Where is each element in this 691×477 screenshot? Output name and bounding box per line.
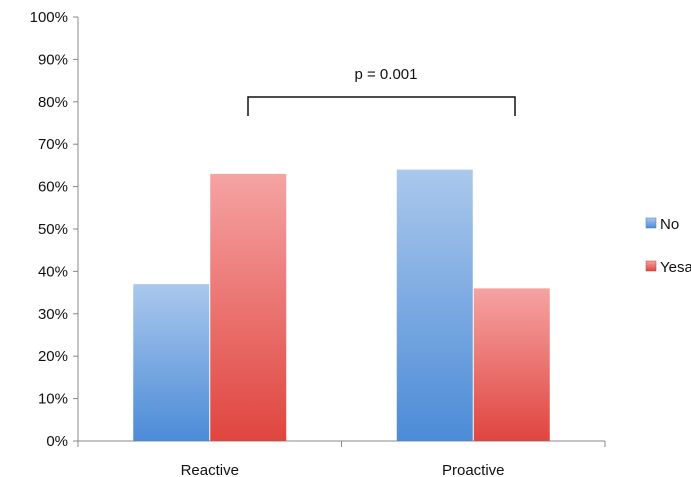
y-axis: 0% 10% 20% 30% 40% 50% 60% 70% 80% 90% 100% — [30, 9, 79, 450]
bar-reactive-no — [133, 284, 210, 441]
y-tick-label: 0% — [46, 433, 68, 450]
legend: No Yesa — [645, 216, 691, 276]
x-axis — [77, 440, 606, 447]
significance-bracket: p = 0.001 — [247, 66, 516, 116]
y-tick-label: 90% — [38, 51, 68, 68]
y-tick-label: 80% — [38, 94, 68, 111]
legend-swatch-yes — [645, 260, 657, 272]
y-tick-label: 60% — [38, 179, 68, 196]
x-category-label: Reactive — [181, 462, 239, 477]
y-tick-label: 10% — [38, 391, 68, 408]
bar-proactive-yes — [473, 288, 550, 441]
y-tick-label: 40% — [38, 263, 68, 280]
bar-reactive-yes — [210, 173, 287, 441]
y-tick-label: 50% — [38, 221, 68, 238]
bar-proactive-no — [396, 169, 473, 441]
y-tick-label: 30% — [38, 306, 68, 323]
y-tick-label: 100% — [30, 9, 68, 26]
category-labels: Reactive Proactive — [181, 462, 505, 477]
bracket-line — [247, 96, 516, 116]
x-category-label: Proactive — [442, 462, 505, 477]
legend-label-yes: Yesa — [660, 259, 691, 276]
p-value-label: p = 0.001 — [355, 66, 418, 83]
y-tick-label: 70% — [38, 136, 68, 153]
legend-label-no: No — [660, 216, 679, 233]
bars — [133, 169, 550, 441]
y-tick-label: 20% — [38, 348, 68, 365]
legend-swatch-no — [645, 217, 657, 229]
